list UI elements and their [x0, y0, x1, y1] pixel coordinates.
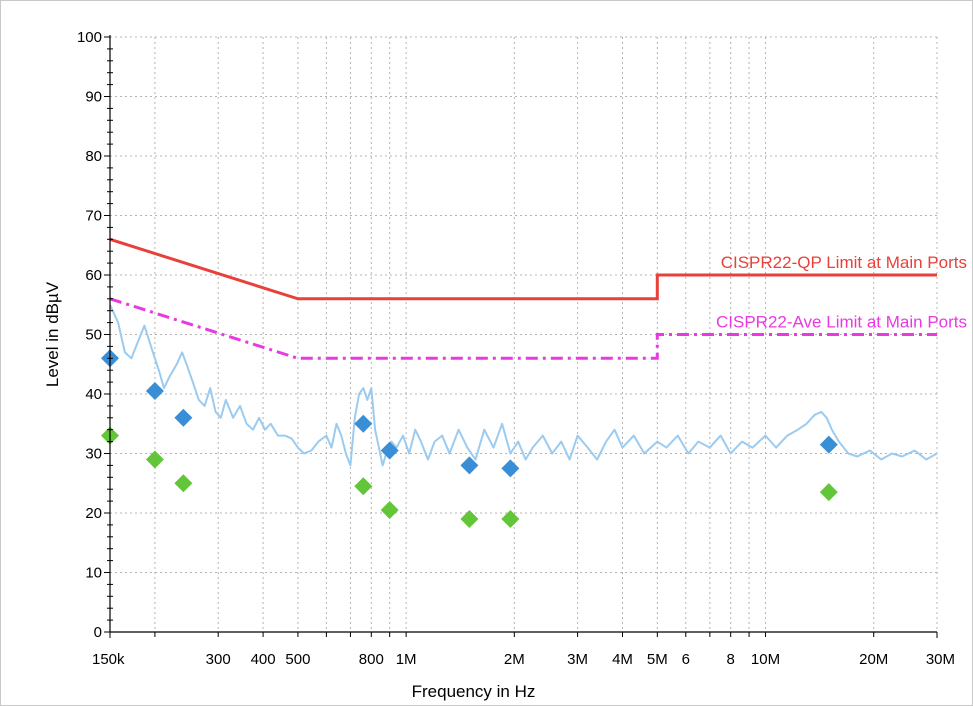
x-tick-label: 20M	[859, 651, 888, 668]
x-tick-label: 10M	[751, 651, 780, 668]
y-tick-label: 20	[85, 505, 102, 522]
qp-measurement-marker	[819, 435, 838, 454]
trace-line	[109, 304, 938, 467]
qp-limit-line	[109, 237, 937, 301]
y-tick-label: 100	[77, 29, 102, 46]
ave-measurement-marker	[174, 474, 193, 493]
qp-measurement-marker	[460, 456, 479, 475]
y-tick-label: 80	[85, 148, 102, 165]
x-tick-label: 3M	[567, 651, 588, 668]
measurement-trace	[109, 304, 938, 467]
x-tick-label: 5M	[647, 651, 668, 668]
y-tick-label: 90	[85, 89, 102, 106]
x-tick-label: 1M	[396, 651, 417, 668]
ave-measurement-marker	[354, 477, 373, 496]
x-tick-label: 400	[251, 651, 276, 668]
x-tick-label: 300	[206, 651, 231, 668]
y-tick-label: 30	[85, 446, 102, 463]
grid	[110, 36, 938, 632]
qp-measurement-marker	[354, 414, 373, 433]
y-axis-title: Level in dBµV	[43, 281, 62, 387]
qp-measurement-marker	[501, 459, 520, 478]
x-axis-title: Frequency in Hz	[412, 682, 536, 701]
qp-measurement-marker	[174, 408, 193, 427]
y-tick-label: 40	[85, 386, 102, 403]
qp-measurement-marker	[380, 441, 399, 460]
y-tick-label: 50	[85, 327, 102, 344]
x-tick-label: 150k	[92, 651, 125, 668]
limit-lines: CISPR22-QP Limit at Main Ports CISPR22-Av…	[109, 237, 967, 360]
ave-measurement-marker	[819, 483, 838, 502]
ave-limit-line	[109, 297, 937, 360]
measurement-markers	[101, 349, 838, 528]
x-tick-label: 30M	[926, 651, 955, 668]
y-tick-label: 0	[94, 624, 102, 641]
x-tick-label: 6	[682, 651, 690, 668]
qp-measurement-marker	[145, 382, 164, 401]
x-tick-label: 500	[285, 651, 310, 668]
y-tick-label: 70	[85, 208, 102, 225]
x-tick-label: 8	[727, 651, 735, 668]
axes: 0 10 20 30 40 50 60 70 80 90 100 150k 300 400 500 800 1M…	[77, 29, 955, 668]
ave-measurement-marker	[501, 509, 520, 528]
ave-measurement-marker	[460, 509, 479, 528]
x-tick-label: 4M	[612, 651, 633, 668]
ave-measurement-marker	[380, 501, 399, 520]
x-tick-label: 2M	[504, 651, 525, 668]
ave-limit-label: CISPR22-Ave Limit at Main Ports	[716, 313, 967, 332]
y-tick-label: 60	[85, 267, 102, 284]
ave-measurement-marker	[145, 450, 164, 469]
x-tick-label: 800	[359, 651, 384, 668]
qp-limit-label: CISPR22-QP Limit at Main Ports	[721, 253, 967, 272]
y-tick-label: 10	[85, 565, 102, 582]
